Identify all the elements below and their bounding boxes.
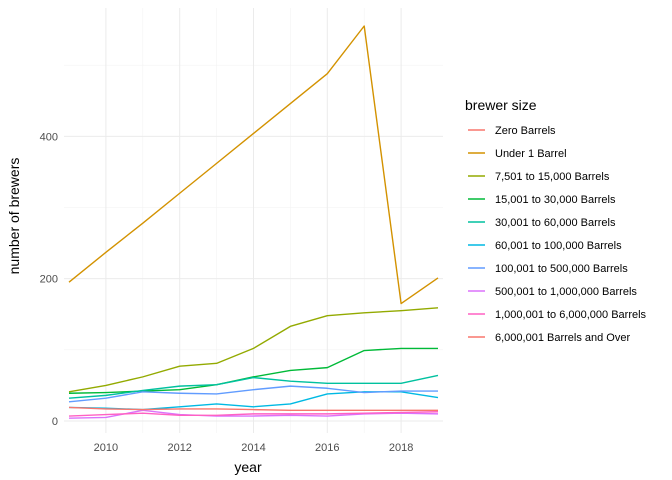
y-axis-title: number of brewers	[6, 158, 22, 275]
x-axis-title: year	[234, 459, 262, 475]
y-axis-ticks: 0 200 400	[40, 131, 58, 428]
series-line	[68, 409, 439, 419]
series-layer	[68, 25, 439, 419]
grid	[64, 8, 443, 433]
legend-label: 1,000,001 to 6,000,000 Barrels	[495, 309, 647, 321]
x-tick-label: 2014	[241, 442, 265, 454]
legend-label: 7,501 to 15,000 Barrels	[495, 171, 610, 183]
legend-label: Zero Barrels	[495, 125, 556, 137]
y-tick-label: 200	[40, 274, 58, 286]
x-axis-ticks: 2010 2012 2014 2016 2018	[94, 442, 414, 454]
legend-label: 500,001 to 1,000,000 Barrels	[495, 286, 637, 298]
legend-label: 60,001 to 100,000 Barrels	[495, 240, 622, 252]
legend-label: 100,001 to 500,000 Barrels	[495, 263, 628, 275]
series-line	[68, 374, 439, 399]
x-tick-label: 2016	[315, 442, 339, 454]
y-tick-label: 0	[52, 416, 58, 428]
x-tick-label: 2012	[167, 442, 191, 454]
series-line	[68, 307, 439, 393]
series-line	[68, 385, 438, 403]
legend-label: Under 1 Barrel	[495, 148, 567, 160]
x-tick-label: 2018	[389, 442, 413, 454]
legend-title: brewer size	[465, 97, 537, 113]
series-line	[68, 406, 438, 412]
legend: brewer size Zero Barrels Under 1 Barrel 7,…	[465, 97, 647, 344]
legend-items: Zero Barrels Under 1 Barrel 7,501 to 15,00…	[468, 125, 647, 344]
legend-label: 15,001 to 30,000 Barrels	[495, 194, 616, 206]
x-tick-label: 2010	[94, 442, 118, 454]
legend-label: 30,001 to 60,000 Barrels	[495, 217, 616, 229]
y-tick-label: 400	[40, 131, 58, 143]
series-line	[68, 411, 439, 417]
series-line	[68, 25, 439, 305]
legend-label: 6,000,001 Barrels and Over	[495, 332, 630, 344]
